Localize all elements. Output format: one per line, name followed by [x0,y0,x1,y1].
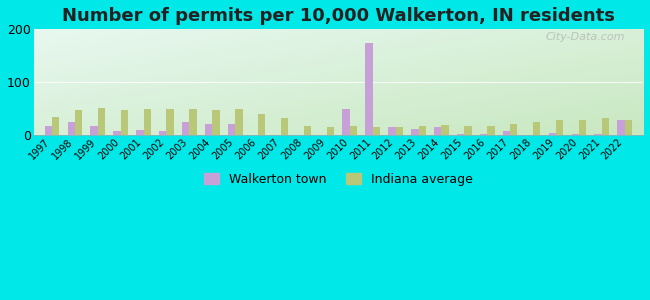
Bar [434,128,441,135]
Bar [113,131,121,135]
Bar [235,109,242,135]
Bar [98,108,105,135]
Bar [166,109,174,135]
Bar [52,117,59,135]
Bar [121,110,128,135]
Bar [503,131,510,135]
Bar [556,121,564,135]
Bar [144,109,151,135]
Bar [90,126,98,135]
Bar [618,121,625,135]
Bar [213,110,220,135]
Bar [571,134,579,135]
Bar [396,128,403,135]
Bar [258,114,265,135]
Bar [441,125,448,135]
Bar [189,109,197,135]
Bar [68,122,75,135]
Bar [510,124,517,135]
Bar [75,110,82,135]
Bar [464,126,472,135]
Bar [205,124,213,135]
Bar [602,118,609,135]
Bar [343,109,350,135]
Bar [365,43,372,135]
Bar [595,134,602,135]
Bar [228,124,235,135]
Bar [327,128,334,135]
Bar [182,122,189,135]
Bar [533,122,540,135]
Bar [372,128,380,135]
Text: City-Data.com: City-Data.com [545,32,625,43]
Title: Number of permits per 10,000 Walkerton, IN residents: Number of permits per 10,000 Walkerton, … [62,7,615,25]
Bar [488,126,495,135]
Bar [388,128,396,135]
Bar [136,130,144,135]
Bar [457,134,464,135]
Bar [579,121,586,135]
Bar [411,129,419,135]
Bar [159,131,166,135]
Bar [350,126,357,135]
Bar [625,121,632,135]
Legend: Walkerton town, Indiana average: Walkerton town, Indiana average [200,168,477,190]
Bar [281,118,289,135]
Bar [304,126,311,135]
Bar [480,134,488,135]
Bar [549,133,556,135]
Bar [419,126,426,135]
Bar [45,126,52,135]
